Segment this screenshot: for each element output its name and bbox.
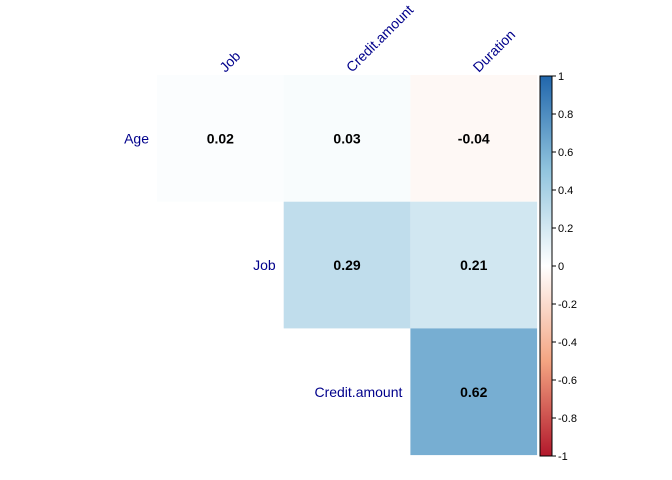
- heatmap-cell-4: [410, 201, 538, 329]
- column-labels: Job Credit.amount Duration: [216, 2, 518, 76]
- column-label: Job: [216, 48, 243, 75]
- cell-value-label: 0.02: [207, 130, 234, 146]
- colorbar-tick-label: -0.4: [558, 337, 577, 349]
- heatmap-cells: [157, 75, 538, 456]
- cell-value-labels: 0.02 0.03 -0.04 0.29 0.21 0.62: [207, 130, 490, 399]
- cell-value-label: 0.62: [460, 384, 487, 400]
- heatmap-cell-0: [157, 75, 284, 202]
- column-label: Duration: [470, 26, 519, 75]
- colorbar-tick-label: -0.2: [558, 299, 577, 311]
- colorbar-tick-label: 0.6: [558, 147, 573, 159]
- colorbar-tick-label: -0.6: [558, 375, 577, 387]
- row-labels: Age Job Credit.amount: [124, 130, 402, 399]
- heatmap-cell-3: [283, 201, 411, 329]
- column-label: Credit.amount: [343, 2, 417, 76]
- colorbar-tick-label: 0.4: [558, 185, 573, 197]
- heatmap-cell-2: [410, 75, 538, 202]
- colorbar-tick-label: 1: [558, 71, 564, 83]
- colorbar-tick-label: -0.8: [558, 413, 577, 425]
- row-label: Credit.amount: [314, 384, 402, 400]
- cell-value-label: 0.21: [460, 257, 487, 273]
- heatmap-cell-5: [410, 328, 538, 456]
- colorbar-tick-label: 0.8: [558, 109, 573, 121]
- heatmap-cell-1: [283, 75, 411, 202]
- row-label: Job: [253, 257, 276, 273]
- cell-value-label: -0.04: [458, 130, 490, 146]
- colorbar: [539, 75, 553, 457]
- colorbar-ticks: 1 0.8 0.6 0.4 0.2 0 -0.2 -0.4 -0.6 -0.8 -1: [552, 71, 577, 463]
- colorbar-gradient: [539, 75, 553, 457]
- colorbar-tick-label: -1: [558, 451, 568, 463]
- row-label: Age: [124, 130, 149, 146]
- colorbar-tick-label: 0: [558, 261, 564, 273]
- cell-value-label: 0.29: [333, 257, 360, 273]
- colorbar-tick-label: 0.2: [558, 223, 573, 235]
- cell-value-label: 0.03: [333, 130, 360, 146]
